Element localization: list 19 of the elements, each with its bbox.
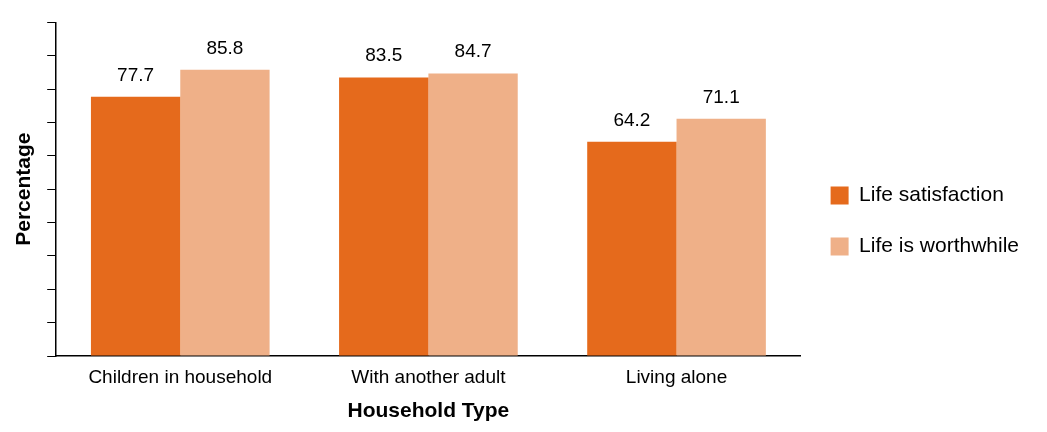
data-label: 64.2 (613, 108, 651, 130)
x-tick-label: Living alone (625, 365, 728, 387)
legend-label: Life is worthwhile (859, 233, 1020, 257)
bar (180, 69, 270, 356)
data-label: 77.7 (117, 63, 155, 85)
bar (90, 96, 181, 356)
bar (428, 73, 518, 356)
x-axis-title: Household Type (347, 398, 510, 422)
data-label: 71.1 (702, 85, 740, 107)
bar (587, 141, 677, 356)
bar (339, 77, 429, 356)
data-label: 84.7 (454, 40, 492, 62)
legend-label: Life satisfaction (859, 182, 1004, 206)
data-label: 85.8 (206, 36, 244, 58)
bar (676, 118, 766, 356)
y-axis-title: Percentage (11, 132, 35, 246)
x-tick-label: With another adult (351, 365, 507, 387)
data-label: 83.5 (365, 44, 403, 66)
x-tick-label: Children in household (88, 365, 273, 387)
